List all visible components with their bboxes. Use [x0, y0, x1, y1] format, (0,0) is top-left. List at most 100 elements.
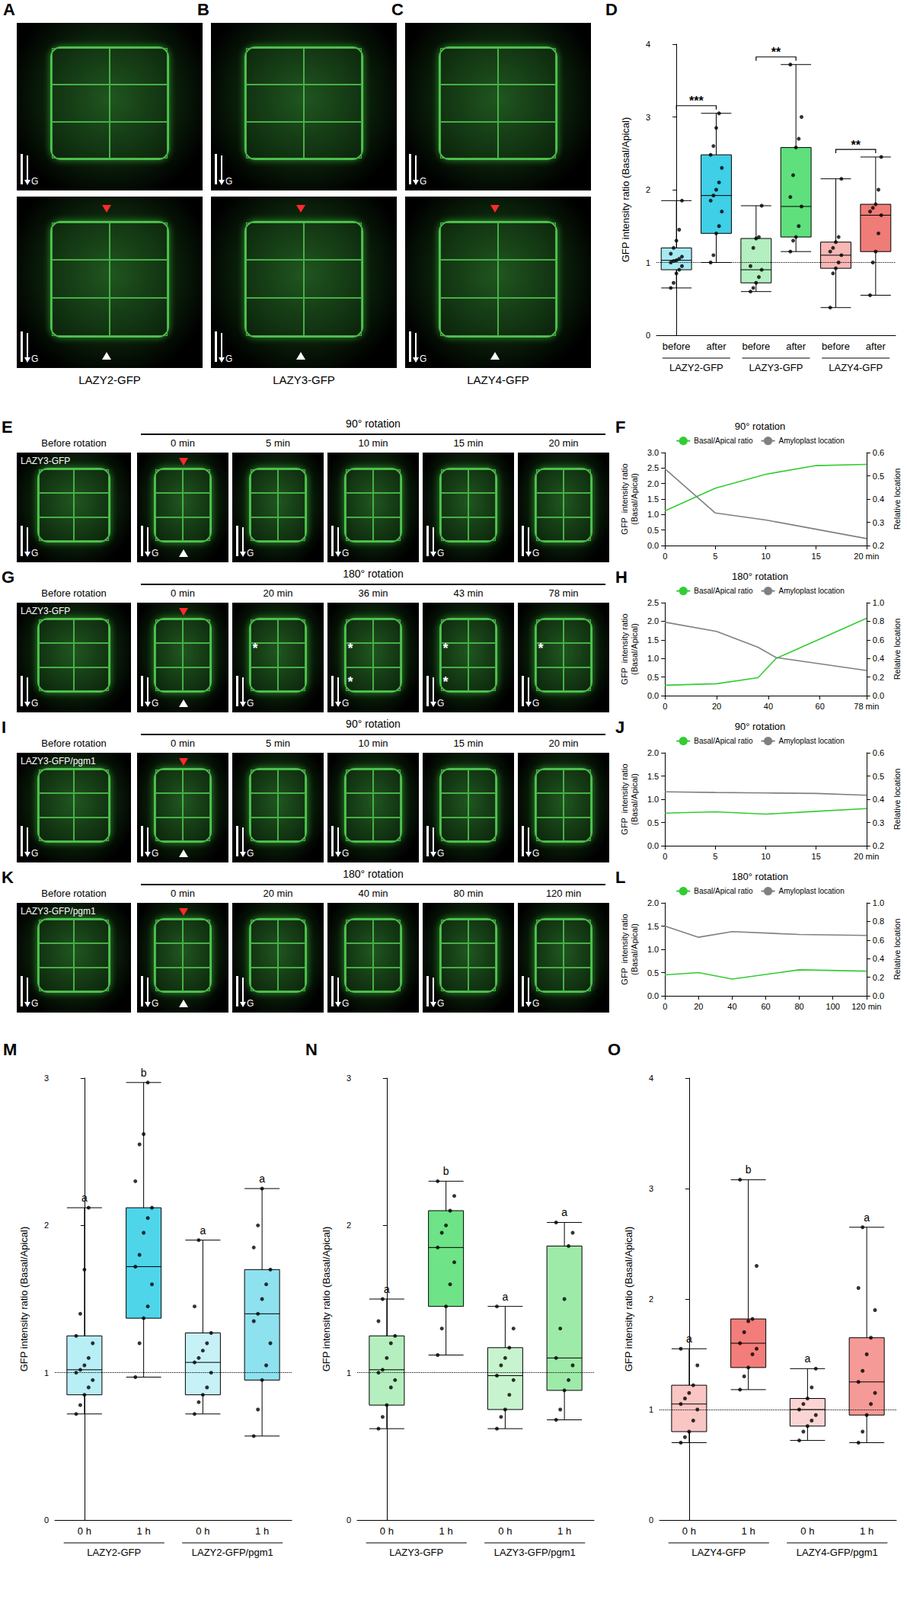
svg-text:0.0: 0.0: [647, 540, 659, 550]
svg-text:GFP intensity ratio (Basal/Api: GFP intensity ratio (Basal/Apical): [622, 1226, 635, 1372]
svg-text:0.5: 0.5: [647, 817, 659, 828]
svg-text:0.4: 0.4: [872, 953, 885, 963]
svg-text:0.4: 0.4: [872, 494, 885, 504]
svg-text:0.0: 0.0: [872, 690, 885, 700]
svg-text:Amyloplast location: Amyloplast location: [779, 736, 845, 745]
svg-text:0.2: 0.2: [872, 840, 885, 850]
svg-text:90° rotation: 90° rotation: [734, 720, 786, 732]
svg-text:LAZY2-GFP: LAZY2-GFP: [669, 361, 724, 374]
svg-text:0 h: 0 h: [800, 1524, 815, 1537]
svg-text:0.6: 0.6: [872, 935, 885, 945]
svg-text:b: b: [443, 1164, 450, 1177]
svg-text:3: 3: [346, 1073, 352, 1083]
svg-text:1.0: 1.0: [872, 897, 885, 907]
svg-text:90° rotation: 90° rotation: [734, 420, 786, 432]
svg-text:2: 2: [44, 1219, 49, 1230]
svg-text:(Basal/Apical): (Basal/Apical): [629, 472, 639, 525]
svg-text:1.0: 1.0: [647, 944, 659, 954]
svg-text:***: ***: [689, 94, 704, 108]
svg-text:1.5: 1.5: [647, 494, 659, 504]
svg-text:1.5: 1.5: [647, 921, 659, 931]
svg-text:Amyloplast location: Amyloplast location: [779, 586, 845, 595]
svg-text:Relative location: Relative location: [892, 768, 902, 831]
svg-text:LAZY4-GFP: LAZY4-GFP: [828, 361, 883, 374]
svg-text:a: a: [863, 1210, 870, 1224]
svg-text:a: a: [258, 1172, 266, 1185]
svg-text:5: 5: [712, 551, 718, 561]
svg-text:0.5: 0.5: [647, 525, 659, 535]
svg-text:0: 0: [662, 851, 668, 861]
svg-text:1: 1: [645, 258, 651, 268]
svg-text:0.5: 0.5: [872, 471, 885, 481]
svg-text:180° rotation: 180° rotation: [731, 570, 789, 582]
svg-text:before: before: [662, 340, 691, 352]
svg-text:a: a: [81, 1191, 88, 1204]
svg-text:1: 1: [346, 1367, 352, 1377]
svg-text:60: 60: [815, 701, 825, 711]
svg-text:0.0: 0.0: [647, 990, 659, 1000]
svg-text:0: 0: [44, 1514, 49, 1524]
svg-text:Relative location: Relative location: [892, 918, 902, 981]
svg-text:2: 2: [645, 185, 651, 195]
svg-text:180° rotation: 180° rotation: [731, 870, 789, 882]
svg-text:0.2: 0.2: [872, 540, 885, 550]
svg-text:(Basal/Apical): (Basal/Apical): [629, 772, 639, 825]
svg-text:10: 10: [760, 851, 770, 861]
svg-text:4: 4: [648, 1073, 654, 1083]
svg-text:LAZY3-GFP: LAZY3-GFP: [749, 361, 804, 374]
svg-text:15: 15: [811, 551, 821, 561]
svg-text:Basal/Apical ratio: Basal/Apical ratio: [693, 586, 754, 595]
svg-text:0.5: 0.5: [647, 967, 659, 978]
svg-text:0: 0: [346, 1514, 352, 1524]
svg-text:a: a: [383, 1282, 390, 1295]
svg-text:3: 3: [648, 1183, 654, 1193]
svg-text:a: a: [501, 1290, 508, 1303]
svg-text:2.0: 2.0: [647, 747, 659, 757]
svg-text:1.0: 1.0: [647, 653, 659, 663]
svg-text:Basal/Apical ratio: Basal/Apical ratio: [693, 436, 754, 445]
svg-text:1 h: 1 h: [859, 1524, 874, 1537]
svg-text:**: **: [850, 138, 861, 152]
svg-text:Amyloplast location: Amyloplast location: [779, 886, 845, 895]
svg-text:LAZY4-GFP: LAZY4-GFP: [691, 1545, 746, 1558]
svg-text:0.3: 0.3: [872, 817, 885, 828]
svg-text:a: a: [686, 1331, 693, 1345]
svg-text:10: 10: [760, 551, 770, 561]
svg-text:1.0: 1.0: [647, 794, 659, 804]
svg-text:1 h: 1 h: [439, 1524, 454, 1537]
svg-text:2.0: 2.0: [647, 479, 659, 489]
svg-text:0: 0: [662, 701, 668, 711]
svg-text:1.0: 1.0: [872, 597, 885, 607]
svg-text:1 h: 1 h: [557, 1524, 572, 1537]
svg-text:78 min: 78 min: [853, 701, 879, 711]
svg-text:GFP intensity ratio (Basal/Api: GFP intensity ratio (Basal/Apical): [619, 117, 632, 263]
svg-text:0: 0: [645, 330, 651, 340]
svg-text:0: 0: [648, 1514, 654, 1524]
svg-text:0.3: 0.3: [872, 517, 885, 527]
svg-text:Basal/Apical ratio: Basal/Apical ratio: [693, 736, 754, 745]
svg-text:a: a: [561, 1205, 568, 1218]
svg-text:2: 2: [346, 1219, 352, 1230]
svg-text:Amyloplast location: Amyloplast location: [779, 436, 845, 445]
svg-text:0.0: 0.0: [647, 840, 659, 850]
svg-text:1.0: 1.0: [647, 509, 659, 519]
svg-text:0.6: 0.6: [872, 635, 885, 645]
svg-text:1: 1: [44, 1367, 49, 1377]
svg-text:LAZY2-GFP: LAZY2-GFP: [86, 1545, 141, 1558]
svg-text:0.6: 0.6: [872, 747, 885, 757]
svg-text:**: **: [771, 45, 782, 59]
svg-text:a: a: [804, 1351, 811, 1364]
svg-text:GFP intensity ratio: GFP intensity ratio: [619, 463, 630, 534]
svg-text:0: 0: [662, 1001, 668, 1011]
svg-text:0.8: 0.8: [872, 916, 885, 926]
svg-text:3: 3: [645, 112, 651, 122]
svg-text:0.0: 0.0: [647, 690, 659, 700]
svg-text:40: 40: [727, 1001, 737, 1011]
svg-text:1: 1: [648, 1404, 654, 1414]
svg-text:0.4: 0.4: [872, 794, 885, 804]
svg-text:4: 4: [645, 39, 651, 49]
svg-text:GFP intensity ratio: GFP intensity ratio: [619, 613, 630, 684]
svg-text:LAZY3-GFP: LAZY3-GFP: [389, 1545, 444, 1558]
svg-text:before: before: [821, 340, 850, 352]
svg-text:0 h: 0 h: [682, 1524, 697, 1537]
